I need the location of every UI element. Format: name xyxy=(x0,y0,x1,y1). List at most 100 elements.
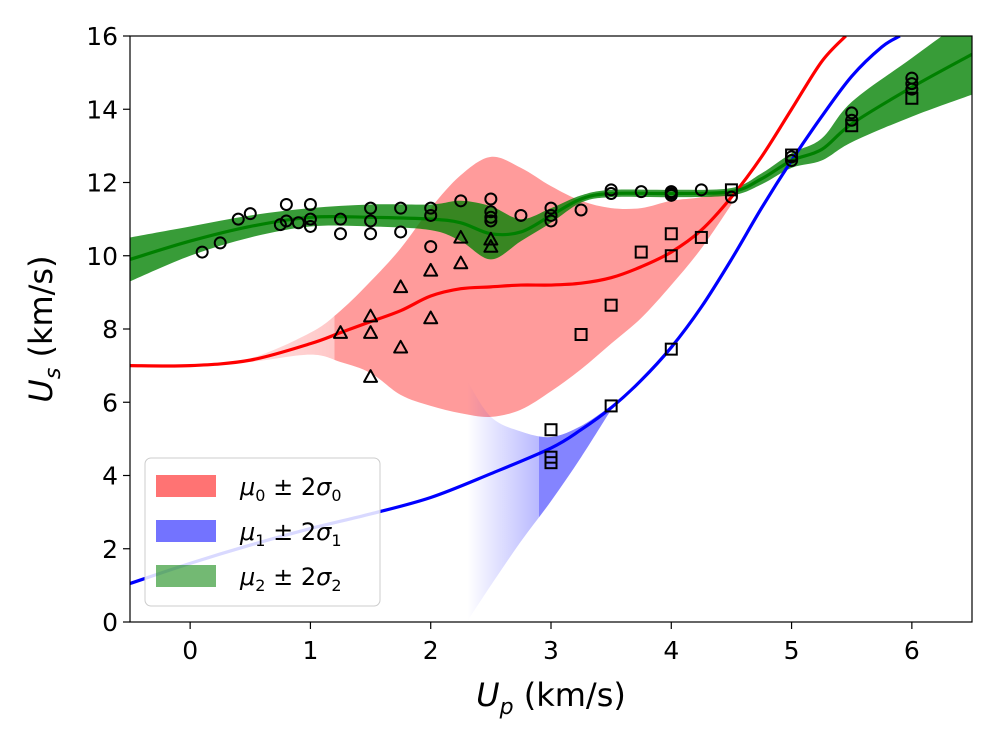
circle-point-31 xyxy=(604,183,618,197)
square-point-13 xyxy=(845,119,859,133)
circle-point-24 xyxy=(484,210,498,224)
circle-point-23 xyxy=(484,205,498,219)
circle-point-2 xyxy=(231,212,245,226)
circle-point-19 xyxy=(424,208,438,222)
y-tick-label-2: 2 xyxy=(102,535,118,564)
x-tick-label-6: 6 xyxy=(904,636,920,665)
circle-point-5 xyxy=(279,197,293,211)
x-tick-label-5: 5 xyxy=(784,636,800,665)
circle-point-13 xyxy=(364,201,378,215)
square-point-5 xyxy=(604,399,618,413)
circle-point-15 xyxy=(364,227,378,241)
y-tick-label-0: 0 xyxy=(102,608,118,637)
circle-point-33 xyxy=(634,185,648,199)
circle-point-32 xyxy=(604,186,618,200)
triangle-point-6 xyxy=(423,262,439,277)
circle-point-44 xyxy=(905,77,919,91)
circle-point-25 xyxy=(484,214,498,228)
square-point-8 xyxy=(664,249,678,263)
circle-point-41 xyxy=(845,106,859,120)
circle-point-12 xyxy=(334,227,347,241)
circle-point-29 xyxy=(544,214,558,228)
y-axis-ticks: 0 2 4 6 8 10 12 14 16 xyxy=(86,22,130,637)
square-point-10 xyxy=(694,230,708,244)
triangle-point-9 xyxy=(453,255,469,270)
square-point-4 xyxy=(604,298,618,312)
circle-point-10 xyxy=(303,219,317,233)
circle-point-21 xyxy=(454,194,468,208)
square-point-3 xyxy=(574,327,588,341)
x-tick-label-3: 3 xyxy=(543,636,559,665)
plot-area xyxy=(130,36,972,622)
triangle-point-11 xyxy=(483,239,499,253)
square-point-12 xyxy=(785,148,799,162)
band-2 xyxy=(130,36,972,282)
square-point-11 xyxy=(724,183,738,197)
square-point-2 xyxy=(544,456,558,470)
circle-point-28 xyxy=(544,208,558,222)
triangle-point-10 xyxy=(483,231,499,246)
circle-point-38 xyxy=(724,190,738,204)
circle-point-30 xyxy=(574,203,588,217)
line-mu0 xyxy=(130,36,847,368)
x-tick-label-4: 4 xyxy=(663,636,679,665)
triangle-point-1 xyxy=(363,308,379,323)
square-point-6 xyxy=(634,245,648,259)
circle-point-37 xyxy=(694,183,708,197)
circle-point-6 xyxy=(279,214,293,228)
y-tick-label-12: 12 xyxy=(86,169,118,198)
square-point-7 xyxy=(664,227,678,241)
x-axis-label: Up (km/s) xyxy=(476,676,626,720)
triangle-point-2 xyxy=(363,325,379,339)
legend-label-1: μ1 ± 2σ1 xyxy=(239,518,342,550)
circle-point-1 xyxy=(213,236,227,250)
data-points xyxy=(195,71,919,470)
line-mu2 xyxy=(130,52,972,261)
triangle-point-4 xyxy=(393,279,409,294)
circle-point-22 xyxy=(484,192,498,206)
x-tick-label-0: 0 xyxy=(182,636,198,665)
circle-point-8 xyxy=(303,197,317,211)
legend-swatch-blue xyxy=(156,520,216,542)
x-tick-label-2: 2 xyxy=(423,636,439,665)
circle-point-20 xyxy=(424,240,438,254)
y-tick-label-16: 16 xyxy=(86,22,118,51)
triangle-point-8 xyxy=(453,229,469,244)
y-axis-label: Us (km/s) xyxy=(22,255,66,402)
square-point-14 xyxy=(905,91,919,105)
band-1-fade xyxy=(466,380,612,622)
circle-point-7 xyxy=(291,216,305,230)
band-1 xyxy=(538,405,612,518)
circle-point-17 xyxy=(394,225,408,239)
legend-label-0: μ0 ± 2σ0 xyxy=(239,473,342,505)
y-tick-label-6: 6 xyxy=(102,388,118,417)
y-tick-label-14: 14 xyxy=(86,95,118,124)
x-axis-ticks: 0 1 2 3 4 5 6 xyxy=(182,622,920,665)
circle-point-36 xyxy=(664,188,678,202)
circle-point-11 xyxy=(334,212,347,226)
circle-point-27 xyxy=(544,201,558,215)
circle-point-45 xyxy=(905,82,919,96)
y-tick-label-10: 10 xyxy=(86,242,118,271)
triangle-point-0 xyxy=(333,325,348,339)
triangle-point-3 xyxy=(363,369,379,383)
circle-point-0 xyxy=(195,245,209,259)
y-tick-label-8: 8 xyxy=(102,315,118,344)
circle-point-26 xyxy=(514,208,528,222)
y-tick-label-4: 4 xyxy=(102,462,118,491)
triangle-point-5 xyxy=(393,339,409,354)
square-point-9 xyxy=(664,342,678,356)
legend-swatch-red xyxy=(156,475,216,497)
legend-swatch-green xyxy=(156,565,216,587)
circle-point-18 xyxy=(424,201,438,215)
circle-point-9 xyxy=(303,212,317,226)
x-tick-label-1: 1 xyxy=(302,636,318,665)
circle-point-3 xyxy=(243,207,257,221)
legend: μ0 ± 2σ0 μ1 ± 2σ1 μ2 ± 2σ2 xyxy=(144,457,381,607)
circle-point-14 xyxy=(364,214,378,228)
triangle-point-7 xyxy=(423,310,439,325)
square-point-0 xyxy=(544,423,558,437)
circle-point-16 xyxy=(394,201,408,215)
legend-label-2: μ2 ± 2σ2 xyxy=(239,563,342,595)
